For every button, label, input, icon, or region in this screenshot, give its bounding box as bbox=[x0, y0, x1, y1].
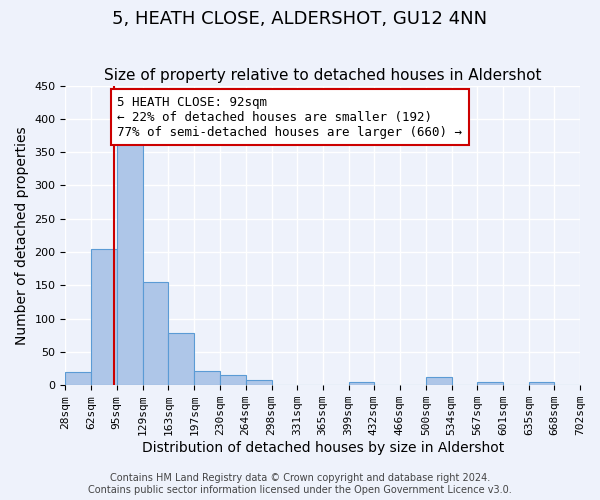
X-axis label: Distribution of detached houses by size in Aldershot: Distribution of detached houses by size … bbox=[142, 441, 504, 455]
Bar bbox=[349, 382, 374, 385]
Bar bbox=[143, 282, 169, 385]
Text: 5 HEATH CLOSE: 92sqm
← 22% of detached houses are smaller (192)
77% of semi-deta: 5 HEATH CLOSE: 92sqm ← 22% of detached h… bbox=[118, 96, 463, 138]
Bar bbox=[116, 141, 143, 385]
Bar bbox=[426, 377, 452, 385]
Bar bbox=[529, 382, 554, 385]
Bar bbox=[220, 375, 245, 385]
Bar bbox=[477, 382, 503, 385]
Bar bbox=[91, 248, 116, 385]
Y-axis label: Number of detached properties: Number of detached properties bbox=[15, 126, 29, 344]
Bar bbox=[194, 370, 220, 385]
Text: Contains HM Land Registry data © Crown copyright and database right 2024.
Contai: Contains HM Land Registry data © Crown c… bbox=[88, 474, 512, 495]
Title: Size of property relative to detached houses in Aldershot: Size of property relative to detached ho… bbox=[104, 68, 541, 83]
Bar bbox=[169, 334, 194, 385]
Bar bbox=[65, 372, 91, 385]
Bar bbox=[245, 380, 272, 385]
Text: 5, HEATH CLOSE, ALDERSHOT, GU12 4NN: 5, HEATH CLOSE, ALDERSHOT, GU12 4NN bbox=[112, 10, 488, 28]
